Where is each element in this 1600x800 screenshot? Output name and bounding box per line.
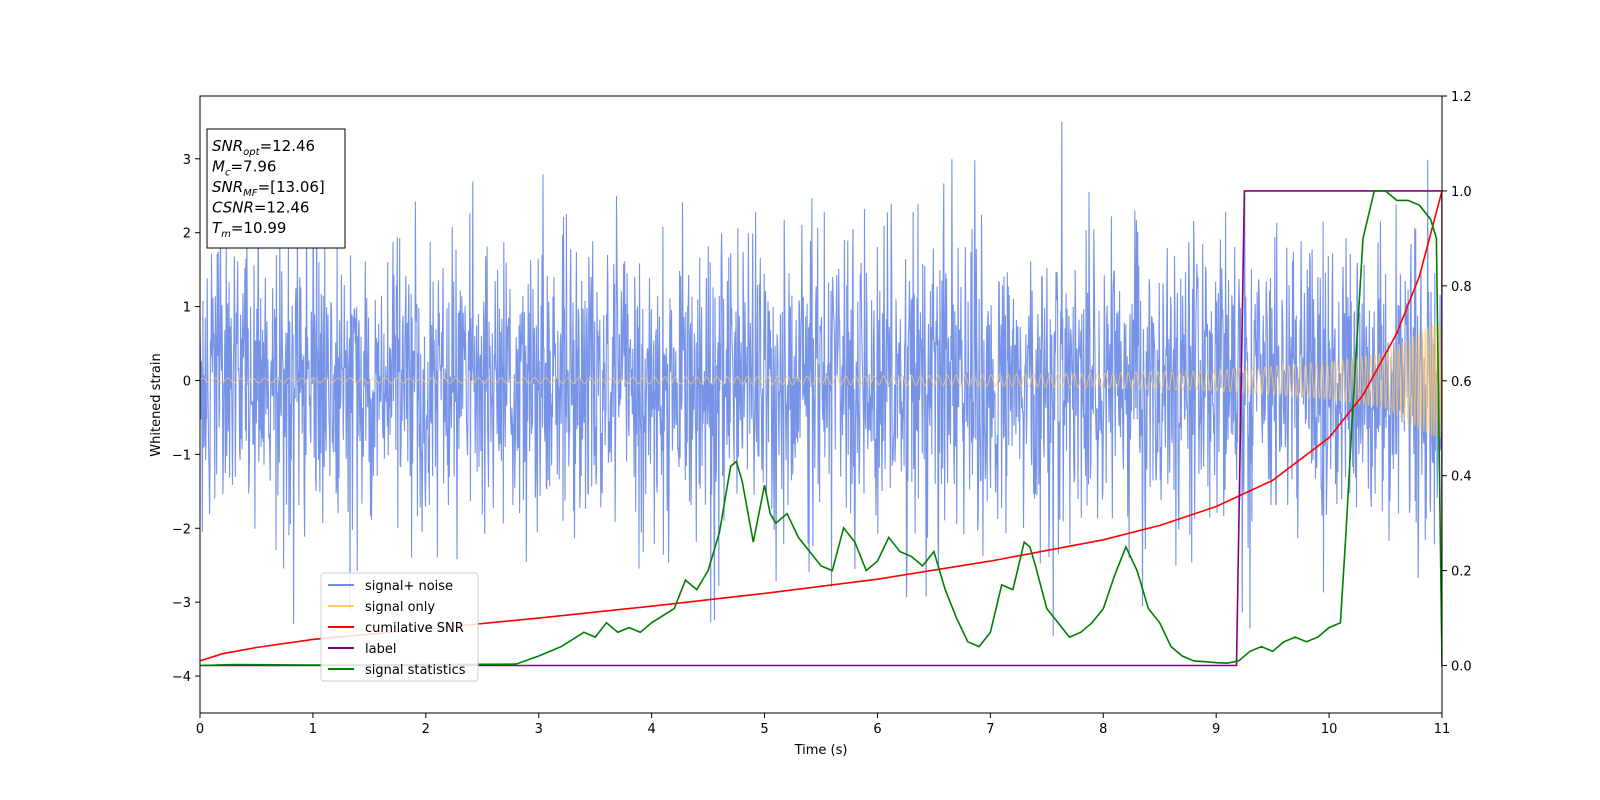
y2-tick-label: 0.4: [1451, 470, 1472, 485]
legend-label: cumilative SNR: [365, 621, 464, 636]
x-tick-label: 9: [1212, 722, 1220, 737]
y-tick-label: −2: [172, 522, 191, 537]
x-tick-label: 6: [873, 722, 881, 737]
series-signal-statistics: [200, 190, 1442, 667]
legend-label: signal+ noise: [365, 579, 453, 594]
annotation-line: SNRMF=[13.06]: [212, 178, 325, 199]
legend-label: label: [365, 642, 396, 657]
y2-tick-label: 1.0: [1451, 185, 1472, 200]
series-cumilative-snr: [200, 190, 1442, 662]
y-tick-label: 1: [183, 301, 191, 316]
x-tick-label: 10: [1321, 722, 1338, 737]
series-layer: [200, 121, 1442, 667]
y-tick-label: −1: [172, 448, 191, 463]
annotation-line: Tm=10.99: [212, 219, 286, 240]
y-tick-label: 3: [183, 153, 191, 168]
series-label: [200, 190, 1442, 667]
y-axis: −4 −3 −2 −1 0 1 2 3: [172, 153, 200, 685]
x-tick-label: 3: [535, 722, 543, 737]
x-tick-label: 8: [1099, 722, 1107, 737]
y2-tick-label: 1.2: [1451, 90, 1472, 105]
y-tick-label: −4: [172, 670, 191, 685]
y2-tick-label: 0.2: [1451, 565, 1472, 580]
y2-tick-label: 0.6: [1451, 375, 1472, 390]
annotation-box: SNRopt=12.46Mc=7.96SNRMF=[13.06]CSNR=12.…: [206, 128, 346, 249]
x-axis: 0 1 2 3 4 5 6 7 8 9 10 11: [196, 713, 1450, 737]
y-tick-label: 0: [183, 374, 191, 389]
plot-frame: [199, 95, 1443, 714]
x-tick-label: 2: [422, 722, 430, 737]
x-tick-label: 5: [760, 722, 768, 737]
x-tick-label: 7: [986, 722, 994, 737]
y-axis-label: Whitened strain: [149, 353, 164, 456]
x-tick-label: 1: [309, 722, 317, 737]
x-axis-label: Time (s): [794, 743, 848, 758]
legend-frame: [320, 572, 479, 682]
legend-label: signal statistics: [365, 663, 466, 678]
annotation-frame: [206, 128, 346, 249]
y-tick-label: 2: [183, 227, 191, 242]
annotation-line: SNRopt=12.46: [212, 137, 315, 158]
legend: signal+ noise signal only cumilative SNR la…: [320, 572, 479, 682]
series-signal-only: [200, 321, 1442, 440]
legend-label: signal only: [365, 600, 435, 615]
annotation-line: Mc=7.96: [212, 158, 276, 179]
y2-tick-label: 0.0: [1451, 660, 1472, 675]
series-signal-noise: [200, 121, 1442, 637]
annotation-line: CSNR=12.46: [212, 199, 309, 217]
y2-axis: 0.0 0.2 0.4 0.6 0.8 1.0 1.2: [1442, 90, 1472, 675]
x-tick-label: 11: [1434, 722, 1451, 737]
y2-tick-label: 0.8: [1451, 280, 1472, 295]
x-tick-label: 0: [196, 722, 204, 737]
x-tick-label: 4: [647, 722, 655, 737]
y-tick-label: −3: [172, 596, 191, 611]
